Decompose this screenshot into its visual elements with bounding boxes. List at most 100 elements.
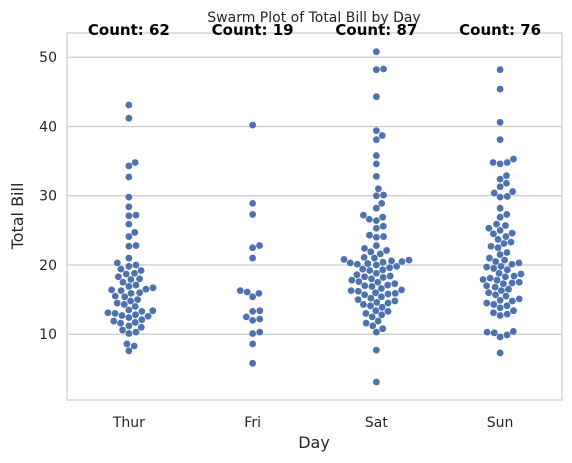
data-point <box>510 307 517 315</box>
data-point <box>490 301 498 308</box>
data-point <box>509 328 517 335</box>
data-point <box>384 281 392 289</box>
data-point <box>125 203 133 211</box>
data-point <box>125 314 133 321</box>
data-point <box>125 330 133 337</box>
data-point <box>136 275 143 283</box>
data-point <box>256 242 263 249</box>
data-point <box>379 222 387 230</box>
data-point <box>379 258 387 266</box>
data-point <box>372 224 380 232</box>
data-point <box>346 259 354 267</box>
data-point <box>379 266 387 274</box>
data-point <box>496 312 504 319</box>
data-point <box>119 278 127 286</box>
data-point <box>372 233 380 241</box>
data-point <box>515 259 523 267</box>
data-point <box>496 118 504 126</box>
data-point <box>384 290 392 298</box>
data-point <box>362 310 370 317</box>
data-point <box>491 283 499 291</box>
data-point <box>114 273 122 281</box>
x-tick-label: Thur <box>112 415 145 431</box>
data-point <box>113 259 121 267</box>
x-tick-label: Sat <box>365 415 388 431</box>
data-point <box>502 222 509 229</box>
data-point <box>372 192 380 200</box>
data-point <box>122 270 130 278</box>
data-point <box>496 193 504 201</box>
data-point <box>117 287 125 294</box>
data-point <box>372 66 380 74</box>
data-point <box>364 260 372 267</box>
data-point <box>354 287 362 295</box>
data-point <box>125 254 133 262</box>
data-point <box>483 328 491 336</box>
data-point <box>249 254 257 262</box>
data-point <box>121 293 129 301</box>
data-point <box>368 275 375 283</box>
data-point <box>496 349 504 357</box>
data-point <box>127 276 135 283</box>
data-point <box>503 249 511 256</box>
data-point <box>508 229 516 237</box>
data-point <box>374 278 382 286</box>
data-point <box>490 265 498 272</box>
data-point <box>361 282 369 290</box>
data-point <box>503 159 511 166</box>
data-point <box>131 229 139 236</box>
data-point <box>374 185 382 193</box>
data-point <box>490 189 498 197</box>
data-point <box>113 299 121 307</box>
data-point <box>493 220 500 228</box>
data-point <box>249 359 257 367</box>
x-tick-label: Sun <box>487 415 514 431</box>
data-point <box>505 285 512 293</box>
data-point <box>125 262 133 270</box>
data-point <box>378 303 386 311</box>
data-point <box>249 293 257 301</box>
data-point <box>502 292 510 300</box>
y-tick-label: 20 <box>39 258 57 274</box>
data-point <box>503 266 511 274</box>
data-point <box>132 281 140 289</box>
data-point <box>503 193 511 200</box>
data-point <box>125 242 133 250</box>
data-point <box>138 307 146 315</box>
data-point <box>361 244 368 252</box>
data-point <box>374 317 382 325</box>
data-points <box>104 48 525 386</box>
data-point <box>386 272 394 280</box>
data-point <box>132 328 140 336</box>
data-point <box>489 159 497 166</box>
data-point <box>125 306 133 314</box>
data-point <box>372 217 380 225</box>
data-point <box>378 132 386 139</box>
data-point <box>236 287 244 294</box>
data-point <box>483 282 491 290</box>
data-point <box>242 313 250 321</box>
data-point <box>494 235 502 243</box>
data-point <box>490 329 498 337</box>
data-point <box>496 213 504 221</box>
data-point <box>372 152 380 159</box>
data-point <box>508 297 516 305</box>
data-point <box>360 253 368 261</box>
data-point <box>515 278 523 286</box>
data-point <box>127 297 134 305</box>
y-tick-label: 50 <box>39 50 57 66</box>
data-point <box>125 173 133 181</box>
data-point <box>368 313 376 321</box>
data-point <box>111 310 119 317</box>
count-annotation: Count: 76 <box>459 21 541 39</box>
data-point <box>373 298 381 306</box>
count-annotations: Count: 62 Count: 19 Count: 87 Count: 76 <box>88 21 541 39</box>
data-point <box>503 211 511 218</box>
data-point <box>485 289 493 297</box>
data-point <box>249 330 257 337</box>
data-point <box>354 296 362 303</box>
data-point <box>361 273 368 281</box>
data-point <box>515 295 523 303</box>
data-point <box>132 242 140 249</box>
data-point <box>362 319 370 327</box>
